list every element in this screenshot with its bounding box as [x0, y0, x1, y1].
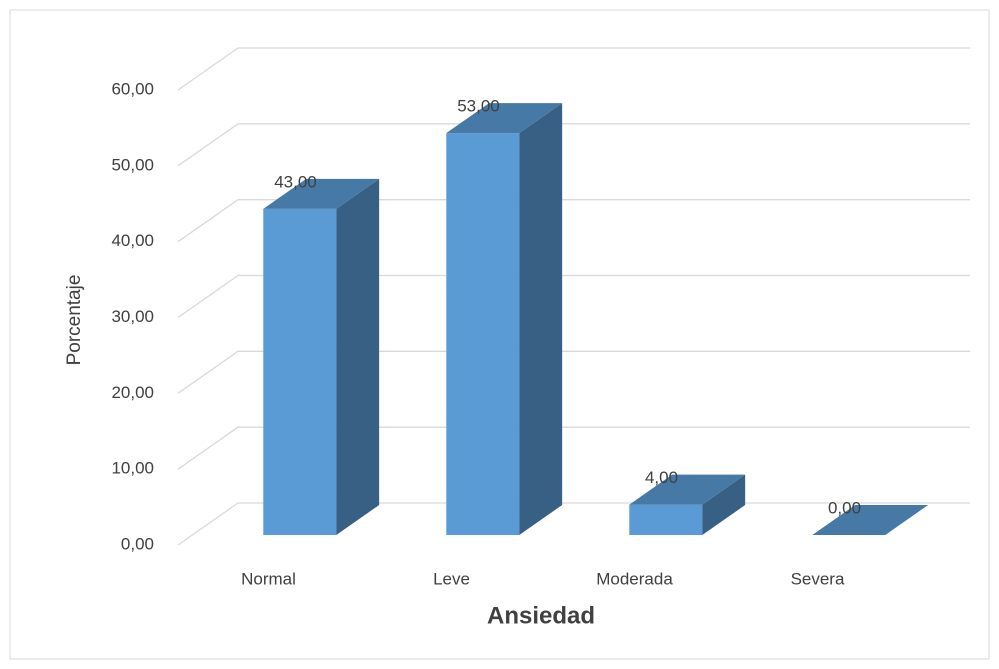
- grid-line: [177, 274, 970, 319]
- value-label: 53,00: [457, 97, 500, 116]
- bar-side: [519, 103, 563, 535]
- bar-front: [446, 133, 520, 536]
- bar-top: [446, 103, 563, 134]
- value-label: 4,00: [645, 468, 678, 487]
- bar-top: [629, 474, 746, 505]
- x-tick-label: Normal: [241, 569, 296, 588]
- y-tick-label: 0,00: [121, 534, 154, 553]
- grid-line: [177, 47, 970, 91]
- y-tick-label: 50,00: [111, 155, 154, 174]
- value-label: 43,00: [274, 172, 317, 191]
- y-tick-label: 10,00: [111, 459, 154, 478]
- x-tick-label: Moderada: [596, 569, 673, 588]
- x-tick-label: Leve: [433, 569, 470, 588]
- bar-front: [629, 504, 703, 535]
- grid-line: [177, 199, 970, 243]
- y-tick-label: 60,00: [111, 79, 154, 98]
- y-tick-label: 20,00: [111, 383, 154, 402]
- bar-top: [812, 505, 929, 535]
- bar-side: [336, 178, 380, 535]
- x-axis-label: Ansiedad: [487, 602, 595, 629]
- grid-line: [177, 426, 970, 470]
- bar-side: [702, 474, 746, 535]
- y-tick-label: 30,00: [111, 307, 154, 326]
- bar-top: [263, 178, 380, 209]
- value-label: 0,00: [828, 498, 861, 517]
- x-tick-label: Severa: [791, 569, 845, 588]
- grid-line: [177, 350, 970, 394]
- y-axis-label: Porcentaje: [64, 275, 85, 366]
- y-tick-label: 40,00: [111, 231, 154, 250]
- grid-line: [177, 123, 970, 167]
- bar-front: [263, 208, 337, 535]
